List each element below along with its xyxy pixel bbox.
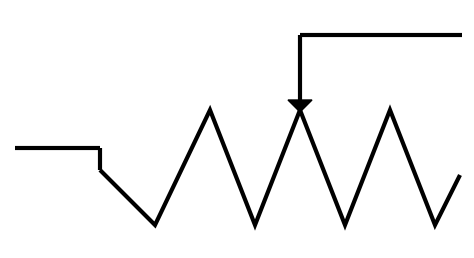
Polygon shape <box>288 100 312 112</box>
